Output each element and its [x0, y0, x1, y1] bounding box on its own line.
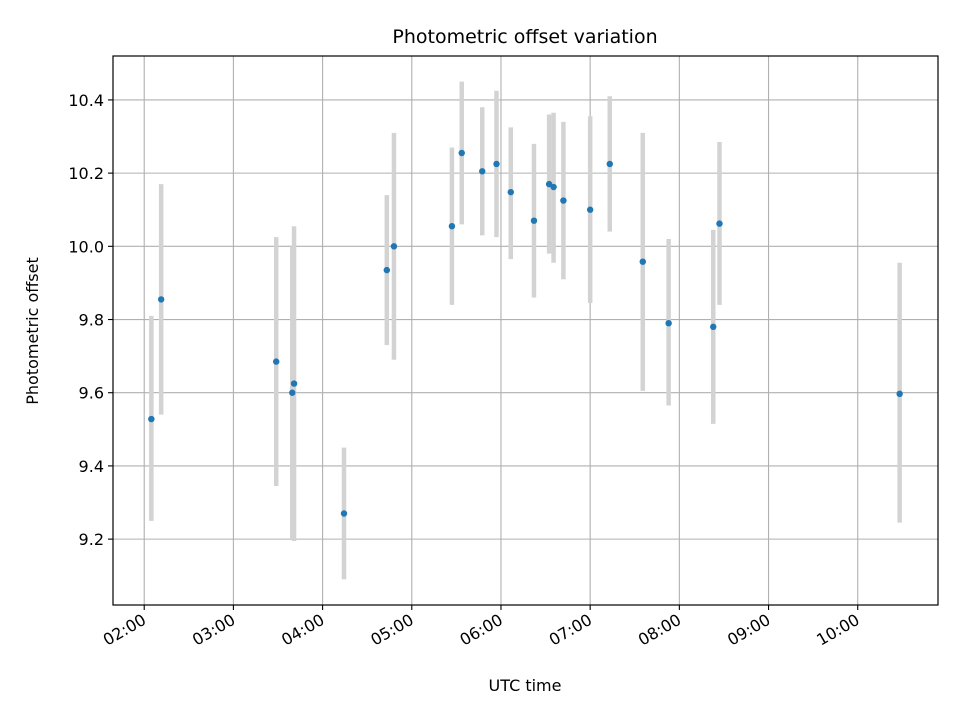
data-point	[606, 160, 613, 168]
data-point	[530, 217, 538, 224]
data-point	[340, 510, 348, 517]
data-point	[665, 319, 672, 327]
data-point	[507, 188, 514, 196]
data-point	[273, 358, 280, 365]
y-axis-label: Photometric offset	[23, 257, 42, 405]
y-tick-label: 10.4	[68, 91, 104, 110]
data-point	[493, 160, 500, 168]
y-tick-label: 9.2	[79, 530, 104, 549]
plot-frame	[112, 55, 939, 606]
data-point	[586, 206, 594, 213]
data-point	[290, 380, 298, 387]
grid-layer	[113, 56, 938, 605]
data-point	[550, 183, 557, 191]
chart-title: Photometric offset variation	[392, 26, 657, 48]
data-point	[896, 390, 903, 398]
data-point	[448, 222, 456, 230]
data-point	[148, 415, 155, 423]
data-point	[479, 168, 486, 175]
y-axis: 9.2 9.4 9.6 9.8 10.0 10.2 10.4	[68, 91, 113, 549]
y-tick-label: 9.4	[79, 457, 104, 476]
y-tick-label: 10.0	[68, 237, 104, 256]
data-point	[390, 243, 398, 250]
y-tick-label: 9.8	[79, 311, 104, 330]
y-tick-label: 9.6	[79, 384, 104, 403]
data-point	[383, 266, 391, 274]
data-point	[458, 149, 465, 157]
y-tick-label: 10.2	[68, 164, 104, 183]
point-layer	[148, 149, 903, 517]
data-point	[710, 323, 717, 331]
data-point	[639, 258, 646, 265]
data-point	[289, 389, 296, 396]
data-point	[716, 220, 723, 227]
data-point	[157, 296, 165, 303]
x-axis-label: UTC time	[489, 676, 562, 695]
data-point	[560, 197, 567, 204]
